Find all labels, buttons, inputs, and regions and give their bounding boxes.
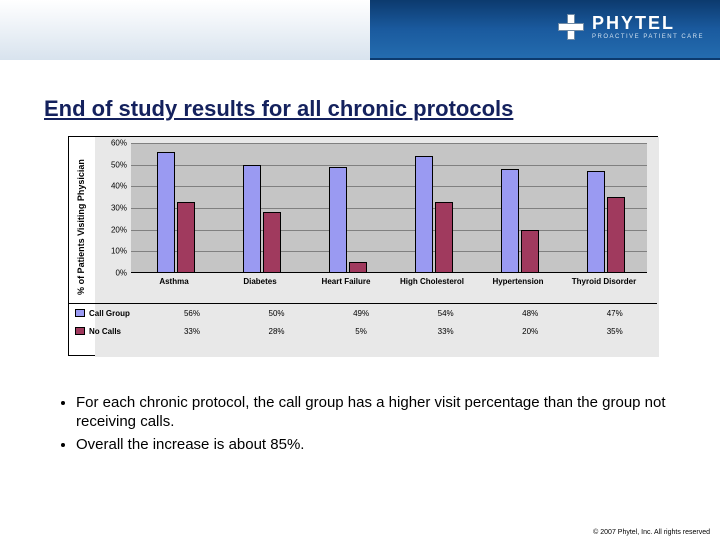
bar [243, 165, 261, 273]
category-label: High Cholesterol [389, 273, 475, 286]
legend-swatch [75, 309, 85, 317]
slide-title: End of study results for all chronic pro… [44, 96, 513, 122]
category-group: High Cholesterol [389, 143, 475, 273]
bullet-item: Overall the increase is about 85%. [76, 436, 668, 455]
category-label: Hypertension [475, 273, 561, 286]
category-label: Heart Failure [303, 273, 389, 286]
legend-row: Call Group 56%50%49%54%48%47% [69, 304, 657, 322]
legend-value-cell: 28% [234, 327, 319, 336]
legend-series-name: Call Group [89, 309, 130, 318]
y-tick: 20% [111, 225, 127, 234]
bar [587, 171, 605, 273]
category-group: Thyroid Disorder [561, 143, 647, 273]
bar [415, 156, 433, 273]
header-banner: PHYTEL PROACTIVE PATIENT CARE [0, 0, 720, 60]
legend-data-table: Call Group56%50%49%54%48%47%No Calls33%2… [69, 303, 657, 355]
legend-value-cell: 33% [403, 327, 488, 336]
bar [501, 169, 519, 273]
chart: 10% 20% 30% 40% 50% 60% 0% AsthmaDiabetesHeart … [68, 136, 658, 356]
cross-icon [558, 14, 584, 40]
category-label: Thyroid Disorder [561, 273, 647, 286]
legend-value-cell: 50% [234, 309, 319, 318]
bar [157, 152, 175, 273]
legend-swatch [75, 327, 85, 335]
bar [607, 197, 625, 273]
y-tick: 30% [111, 204, 127, 213]
y-tick: 0% [115, 269, 127, 278]
bar [435, 202, 453, 274]
legend-value-cell: 5% [319, 327, 404, 336]
brand-logo: PHYTEL PROACTIVE PATIENT CARE [558, 14, 704, 40]
bullet-item: For each chronic protocol, the call grou… [76, 394, 668, 432]
category-group: Heart Failure [303, 143, 389, 273]
y-tick: 50% [111, 160, 127, 169]
legend-value-cell: 35% [572, 327, 657, 336]
legend-row: No Calls33%28%5%33%20%35% [69, 322, 657, 340]
legend-value-cell: 33% [150, 327, 235, 336]
bar [329, 167, 347, 273]
plot-area: 10%20%30%40%50%60%0%AsthmaDiabetesHeart … [131, 143, 647, 273]
legend-value-cell: 54% [403, 309, 488, 318]
y-tick: 40% [111, 182, 127, 191]
bar [521, 230, 539, 273]
category-label: Asthma [131, 273, 217, 286]
category-group: Asthma [131, 143, 217, 273]
legend-value-cell: 49% [319, 309, 404, 318]
bar [349, 262, 367, 273]
legend-value-cell: 48% [488, 309, 573, 318]
category-label: Diabetes [217, 273, 303, 286]
legend-value-cell: 47% [572, 309, 657, 318]
legend-value-cell: 56% [150, 309, 235, 318]
brand-name: PHYTEL [592, 14, 704, 32]
legend-series-name: No Calls [89, 327, 121, 336]
y-tick: 60% [111, 139, 127, 148]
category-group: Hypertension [475, 143, 561, 273]
category-group: Diabetes [217, 143, 303, 273]
bar [263, 212, 281, 273]
legend-value-cell: 20% [488, 327, 573, 336]
y-tick: 10% [111, 247, 127, 256]
brand-tagline: PROACTIVE PATIENT CARE [592, 34, 704, 40]
copyright: © 2007 Phytel, Inc. All rights reserved [593, 529, 710, 536]
y-axis-label: % of Patients Visiting Physician [69, 137, 93, 317]
bullet-list: For each chronic protocol, the call grou… [58, 394, 668, 458]
bar [177, 202, 195, 274]
